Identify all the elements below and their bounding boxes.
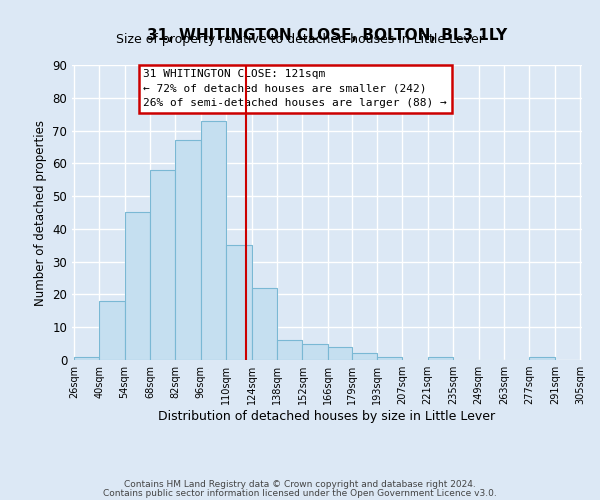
Text: Size of property relative to detached houses in Little Lever: Size of property relative to detached ho… <box>116 32 484 46</box>
X-axis label: Distribution of detached houses by size in Little Lever: Distribution of detached houses by size … <box>158 410 496 423</box>
Bar <box>377 356 403 360</box>
Bar <box>150 170 175 360</box>
Text: 31 WHITINGTON CLOSE: 121sqm
← 72% of detached houses are smaller (242)
26% of se: 31 WHITINGTON CLOSE: 121sqm ← 72% of det… <box>143 70 447 108</box>
Bar <box>352 354 377 360</box>
Text: Contains public sector information licensed under the Open Government Licence v3: Contains public sector information licen… <box>103 488 497 498</box>
Bar <box>529 356 555 360</box>
Bar <box>328 347 352 360</box>
Title: 31, WHITINGTON CLOSE, BOLTON, BL3 1LY: 31, WHITINGTON CLOSE, BOLTON, BL3 1LY <box>147 28 507 43</box>
Bar <box>277 340 302 360</box>
Bar <box>226 246 251 360</box>
Bar <box>302 344 328 360</box>
Bar <box>99 301 125 360</box>
Bar <box>428 356 453 360</box>
Bar <box>125 212 150 360</box>
Bar <box>175 140 201 360</box>
Bar <box>201 120 226 360</box>
Bar <box>74 356 99 360</box>
Y-axis label: Number of detached properties: Number of detached properties <box>34 120 47 306</box>
Text: Contains HM Land Registry data © Crown copyright and database right 2024.: Contains HM Land Registry data © Crown c… <box>124 480 476 489</box>
Bar <box>251 288 277 360</box>
